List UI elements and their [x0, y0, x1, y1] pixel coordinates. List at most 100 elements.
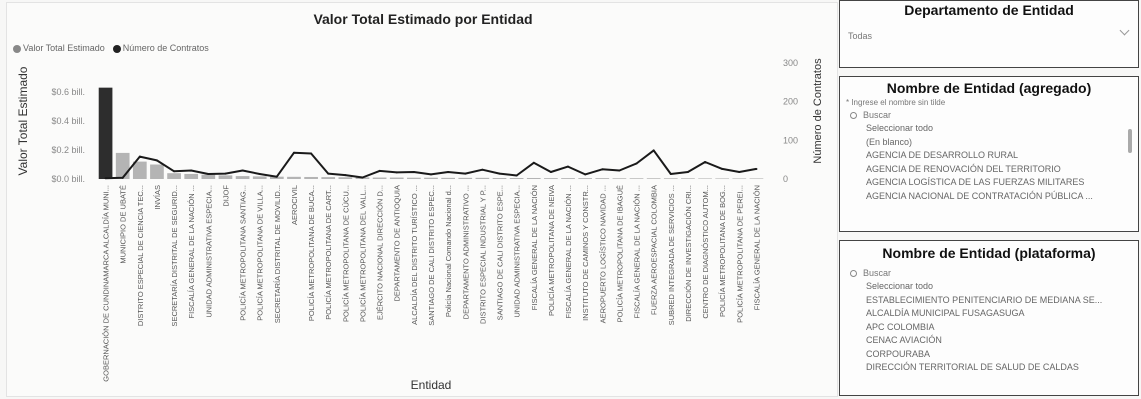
contracts-point: [138, 155, 141, 158]
slicer-item[interactable]: CENAC AVIACIÓN: [866, 335, 942, 345]
contracts-point: [601, 168, 604, 171]
contracts-point: [738, 171, 741, 174]
contracts-point: [430, 173, 432, 176]
contracts-point: [344, 174, 347, 177]
x-tick-label: POLICÍA METROPOLITANA SANTIAG...: [239, 185, 248, 321]
x-tick-label: POLICÍA METROPOLITANA DE VILLA...: [256, 185, 265, 321]
x-tick-label: SECRETARÍA DISTRITAL DE SEGURID...: [170, 185, 179, 327]
contracts-point: [498, 172, 501, 175]
slicer-item[interactable]: DIRECCIÓN TERRITORIAL DE SALUD DE CALDAS: [866, 362, 1079, 372]
scrollbar-thumb[interactable]: [1128, 129, 1132, 153]
x-tick-label: POLICÍA METROPOLITANA DE BOG...: [718, 185, 727, 317]
contracts-point: [104, 177, 107, 180]
legend-dot-icon: [13, 44, 21, 53]
bar: [132, 161, 147, 179]
slicer-item[interactable]: AGENCIA NACIONAL DE CONTRATACIÓN PÚBLICA…: [866, 190, 1093, 201]
contracts-point: [704, 160, 707, 163]
contracts-point: [207, 172, 210, 175]
x-tick-label: FISCALÍA GENERAL DE LA NACIÓN ...: [187, 185, 196, 319]
search-input[interactable]: Buscar: [840, 108, 1138, 122]
x-tick-label: EJÉRCITO NACIONAL DIRECCIÓN D...: [376, 185, 385, 320]
slicer-item[interactable]: AGENCIA DE RENOVACIÓN DEL TERRITORIO: [866, 163, 1061, 174]
contracts-point: [584, 173, 587, 176]
contracts-point: [549, 171, 552, 174]
legend-entry-valor[interactable]: Valor Total Estimado: [13, 43, 105, 53]
departamento-dropdown[interactable]: Todas: [848, 31, 873, 41]
bar: [715, 178, 730, 179]
bar: [269, 176, 284, 179]
x-tick-label: CENTRO DE DIAGNÓSTICO AUTOM...: [701, 185, 710, 319]
bar: [612, 178, 627, 179]
search-input[interactable]: Buscar: [840, 266, 1138, 280]
slicer-item[interactable]: Seleccionar todo: [866, 281, 934, 291]
bar: [749, 178, 764, 179]
slicer-item[interactable]: APC COLOMBIA: [866, 321, 935, 332]
bar: [218, 175, 233, 179]
slicer-departamento: Departamento de Entidad Todas: [839, 0, 1139, 68]
legend-entry-contratos[interactable]: Número de Contratos: [112, 43, 209, 53]
bar: [732, 178, 747, 179]
x-tick-label: POLICÍA METROPOLITANA DE IBAGUÉ: [615, 185, 624, 322]
bar: [663, 178, 678, 179]
contracts-point: [121, 176, 124, 179]
contracts-point: [412, 171, 415, 174]
x-tick-label: DIJOF: [222, 185, 231, 207]
x-tick-label: POLICÍA METROPOLITANA DE CÚCU...: [341, 185, 350, 322]
slicer-item[interactable]: AGENCIA LOGÍSTICA DE LAS FUERZAS MILITAR…: [866, 177, 1085, 187]
slicer-item[interactable]: ALCALDÍA MUNICIPAL FUSAGASUGA: [866, 308, 1025, 318]
combo-chart: $0.0 bill. $0.2 bill. $0.4 bill. $0.6 bill.…: [16, 58, 824, 392]
bar: [304, 176, 318, 179]
contracts-point: [532, 161, 535, 164]
legend-label: Número de Contratos: [122, 43, 209, 53]
legend-label: Valor Total Estimado: [23, 43, 105, 53]
bar: [492, 177, 507, 179]
x-tick-label: Policía Nacional Comando Nacional d...: [444, 185, 453, 317]
search-placeholder: Buscar: [863, 268, 892, 278]
bar: [235, 176, 250, 179]
x-tick-label: FISCALÍA GENERAL DE LA NACIÓN: [530, 185, 539, 310]
x-tick-label: DEPARTAMENTO ADMINISTRATIVO ...: [461, 185, 470, 319]
x-tick-label: DISTRITO ESPECIAL INDUSTRIAL Y P...: [478, 185, 487, 324]
x-tick-label: GOBERNACIÓN DE CUNDINAMARCA ALCALDÍA MUN…: [102, 185, 111, 382]
slicer-title: Nombre de Entidad (agregado): [886, 80, 1092, 96]
bar: [458, 177, 473, 179]
contracts-point: [464, 172, 467, 175]
contracts-point: [686, 171, 689, 174]
y2-tick-label: 0: [783, 174, 788, 184]
x-tick-label: POLICÍA METROPOLITANA DE PEREI...: [735, 185, 744, 323]
contracts-point: [327, 172, 330, 175]
bar: [184, 173, 199, 179]
x-tick-label: FISCALÍA GENERAL DE LA NACIÓN ...: [564, 185, 573, 319]
y-tick-label: $0.2 bill.: [51, 145, 85, 155]
slicer-item[interactable]: Seleccionar todo: [866, 123, 934, 133]
contracts-point: [275, 175, 278, 178]
contracts-point: [155, 159, 158, 162]
contracts-point: [515, 174, 518, 177]
contracts-point: [310, 152, 313, 155]
slicer-item[interactable]: CORPOURABA: [866, 348, 931, 359]
bar: [698, 178, 712, 179]
bar: [167, 173, 181, 179]
bar: [252, 176, 267, 179]
y-tick-label: $0.6 bill.: [51, 87, 85, 97]
x-tick-label: AEROCIVIL: [290, 185, 299, 225]
x-tick-label: SANTIAGO DE CALI DISTRITO ESPEC...: [427, 185, 436, 326]
slicer-item[interactable]: (En blanco): [866, 136, 913, 147]
contracts-point: [361, 176, 364, 179]
y-tick-label: $0.4 bill.: [51, 116, 85, 126]
bar: [424, 177, 438, 179]
y-tick-label: $0.0 bill.: [51, 174, 85, 184]
slicer-hint: * Ingrese el nombre sin tilde: [846, 98, 946, 107]
slicer-item[interactable]: AGENCIA DE DESARROLLO RURAL: [866, 150, 1019, 160]
x-tick-label: AEROPUERTO LOGÍSTICO NAVIDAD ...: [598, 185, 607, 323]
slicer-title: Departamento de Entidad: [904, 2, 1074, 18]
contracts-point: [241, 169, 244, 172]
bar: [441, 177, 455, 179]
chart-title: Valor Total Estimado por Entidad: [313, 11, 533, 27]
slicer-nombre-plataforma: Nombre de Entidad (plataforma) Buscar Se…: [839, 240, 1139, 396]
contracts-point: [652, 149, 655, 152]
slicer-item[interactable]: ESTABLECIMIENTO PENITENCIARIO DE MEDIANA…: [866, 294, 1103, 305]
x-tick-label: DEPARTAMENTO DE ANTIOQUIA: [393, 185, 402, 302]
bar: [509, 177, 524, 179]
y2-tick-label: 200: [783, 97, 798, 107]
